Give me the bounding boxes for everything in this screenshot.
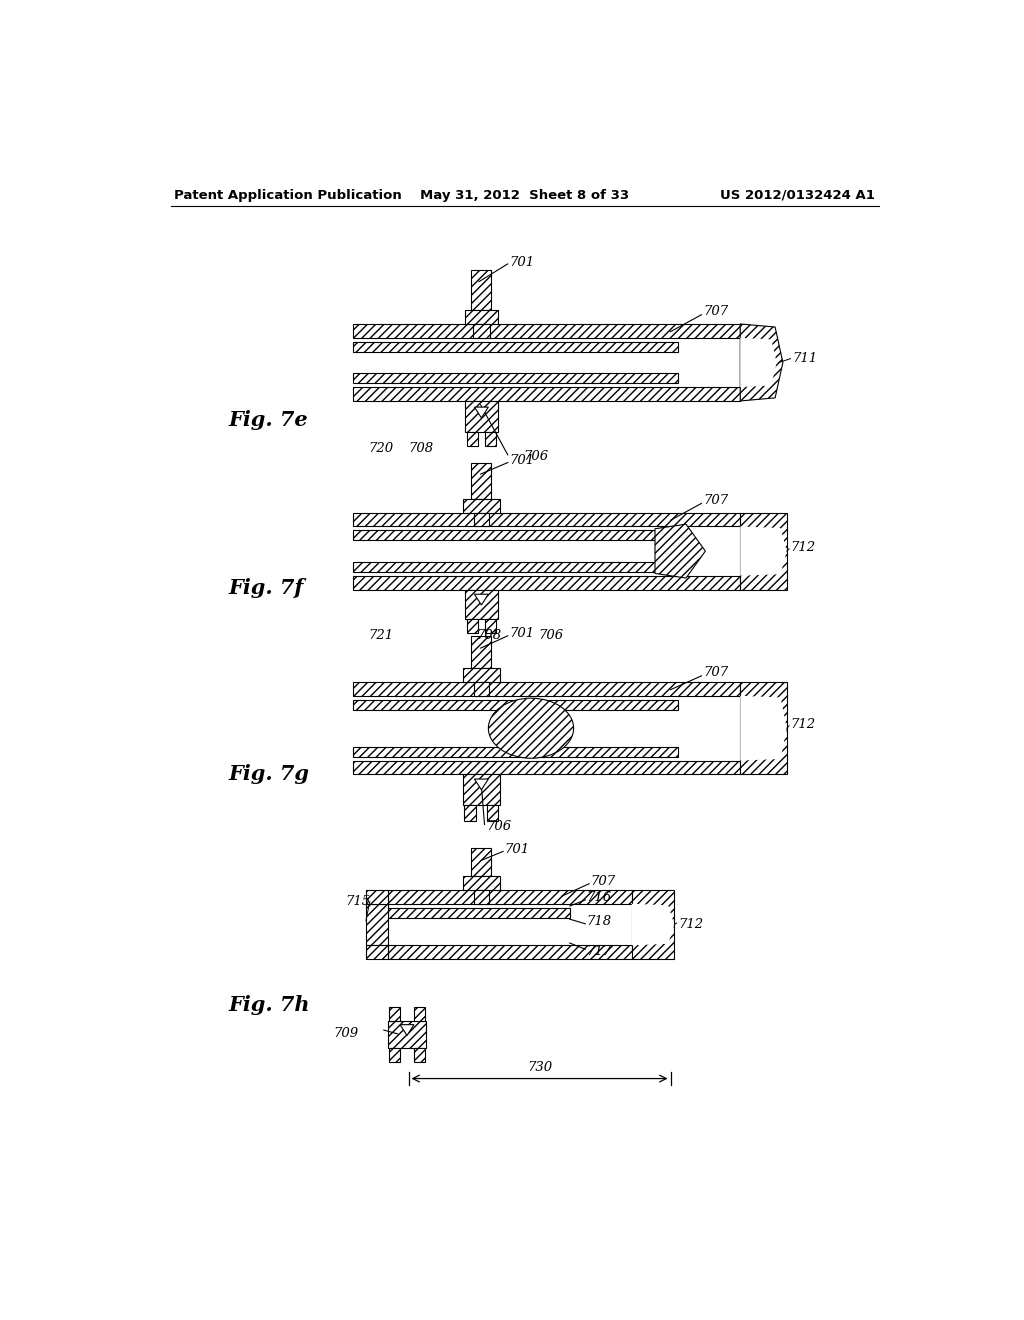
Text: May 31, 2012  Sheet 8 of 33: May 31, 2012 Sheet 8 of 33: [420, 189, 630, 202]
Bar: [463, 499, 500, 512]
Bar: [352, 387, 740, 401]
Text: 707: 707: [591, 875, 615, 888]
Bar: [471, 636, 492, 668]
Bar: [463, 876, 500, 890]
Bar: [474, 512, 489, 527]
Text: Patent Application Publication: Patent Application Publication: [174, 189, 402, 202]
Polygon shape: [474, 407, 488, 418]
Bar: [388, 908, 569, 917]
Text: 716: 716: [587, 891, 612, 904]
Bar: [352, 531, 678, 540]
Text: 706: 706: [486, 820, 511, 833]
Text: 701: 701: [509, 454, 535, 467]
Text: 711: 711: [793, 352, 817, 366]
Text: 701: 701: [509, 627, 535, 640]
Polygon shape: [740, 338, 776, 387]
Bar: [485, 619, 496, 632]
Polygon shape: [632, 904, 675, 945]
Text: 718: 718: [587, 915, 612, 928]
Bar: [389, 1048, 400, 1061]
Text: 706: 706: [523, 450, 549, 463]
Bar: [352, 562, 678, 572]
Text: 712: 712: [678, 917, 703, 931]
Bar: [467, 619, 477, 632]
Bar: [352, 374, 678, 383]
Bar: [352, 342, 678, 351]
Bar: [465, 401, 498, 432]
Bar: [414, 1007, 425, 1020]
Bar: [388, 890, 632, 904]
Polygon shape: [655, 524, 706, 578]
Bar: [471, 462, 492, 499]
Polygon shape: [740, 527, 786, 576]
Text: 717: 717: [587, 945, 612, 958]
Bar: [464, 805, 476, 821]
Polygon shape: [474, 779, 488, 789]
Bar: [352, 512, 740, 527]
Bar: [740, 512, 786, 590]
Bar: [388, 1020, 426, 1048]
Text: 701: 701: [509, 256, 535, 269]
Bar: [463, 775, 500, 805]
Bar: [474, 890, 489, 904]
Text: 712: 712: [791, 541, 816, 554]
Bar: [388, 945, 632, 960]
Polygon shape: [740, 696, 786, 760]
Polygon shape: [474, 594, 488, 605]
Bar: [485, 432, 496, 446]
Text: 730: 730: [527, 1061, 553, 1074]
Bar: [352, 682, 740, 696]
Text: 701: 701: [505, 842, 529, 855]
Bar: [471, 271, 492, 310]
Text: Fig. 7e: Fig. 7e: [228, 411, 308, 430]
Bar: [366, 945, 388, 960]
Bar: [632, 890, 675, 960]
Bar: [366, 904, 388, 945]
Bar: [414, 1048, 425, 1061]
Bar: [366, 890, 388, 904]
Text: Fig. 7g: Fig. 7g: [228, 764, 309, 784]
Bar: [352, 760, 740, 775]
Text: Fig. 7h: Fig. 7h: [228, 995, 310, 1015]
Text: 706: 706: [539, 630, 564, 643]
Text: 707: 707: [703, 305, 728, 318]
Polygon shape: [400, 1024, 414, 1035]
Bar: [463, 668, 500, 682]
Text: 709: 709: [334, 1027, 358, 1040]
Polygon shape: [740, 323, 783, 401]
Bar: [389, 1007, 400, 1020]
Text: US 2012/0132424 A1: US 2012/0132424 A1: [720, 189, 876, 202]
Text: 708: 708: [477, 630, 502, 643]
Text: 715: 715: [345, 895, 370, 908]
Text: 707: 707: [703, 667, 728, 680]
Bar: [465, 310, 498, 323]
Text: 708: 708: [409, 442, 434, 455]
Bar: [471, 847, 492, 876]
Bar: [352, 700, 678, 710]
Bar: [352, 323, 740, 338]
Bar: [352, 576, 740, 590]
Text: 712: 712: [791, 718, 816, 731]
Text: 721: 721: [369, 630, 393, 643]
Text: Fig. 7f: Fig. 7f: [228, 578, 304, 598]
Bar: [486, 805, 499, 821]
Text: 707: 707: [703, 494, 728, 507]
Bar: [474, 682, 489, 696]
Ellipse shape: [488, 698, 573, 758]
Bar: [352, 747, 678, 756]
Bar: [740, 682, 786, 775]
Bar: [467, 432, 477, 446]
Bar: [465, 590, 498, 619]
Bar: [473, 323, 489, 338]
Text: 720: 720: [369, 442, 393, 455]
